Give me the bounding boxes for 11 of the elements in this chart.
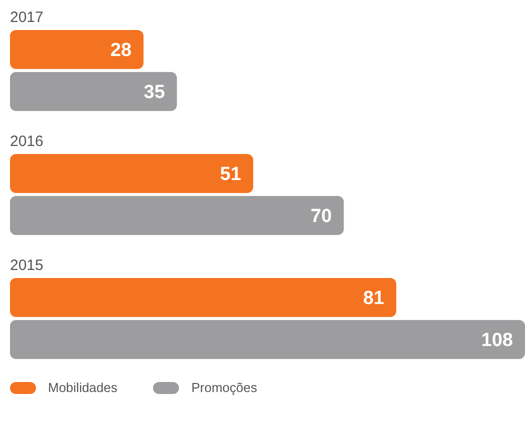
- y-tick-label: 2017: [10, 9, 44, 26]
- data-label: 81: [363, 288, 385, 310]
- y-tick-label: 2016: [10, 133, 44, 150]
- data-label: 70: [310, 206, 332, 228]
- data-label: 108: [481, 330, 513, 352]
- legend-label: Mobilidades: [47, 380, 118, 395]
- legend-label: Promoções: [190, 380, 258, 395]
- data-label: 28: [110, 40, 132, 62]
- data-label: 35: [144, 82, 166, 104]
- data-label: 51: [220, 164, 242, 186]
- y-tick-label: 2015: [10, 257, 44, 274]
